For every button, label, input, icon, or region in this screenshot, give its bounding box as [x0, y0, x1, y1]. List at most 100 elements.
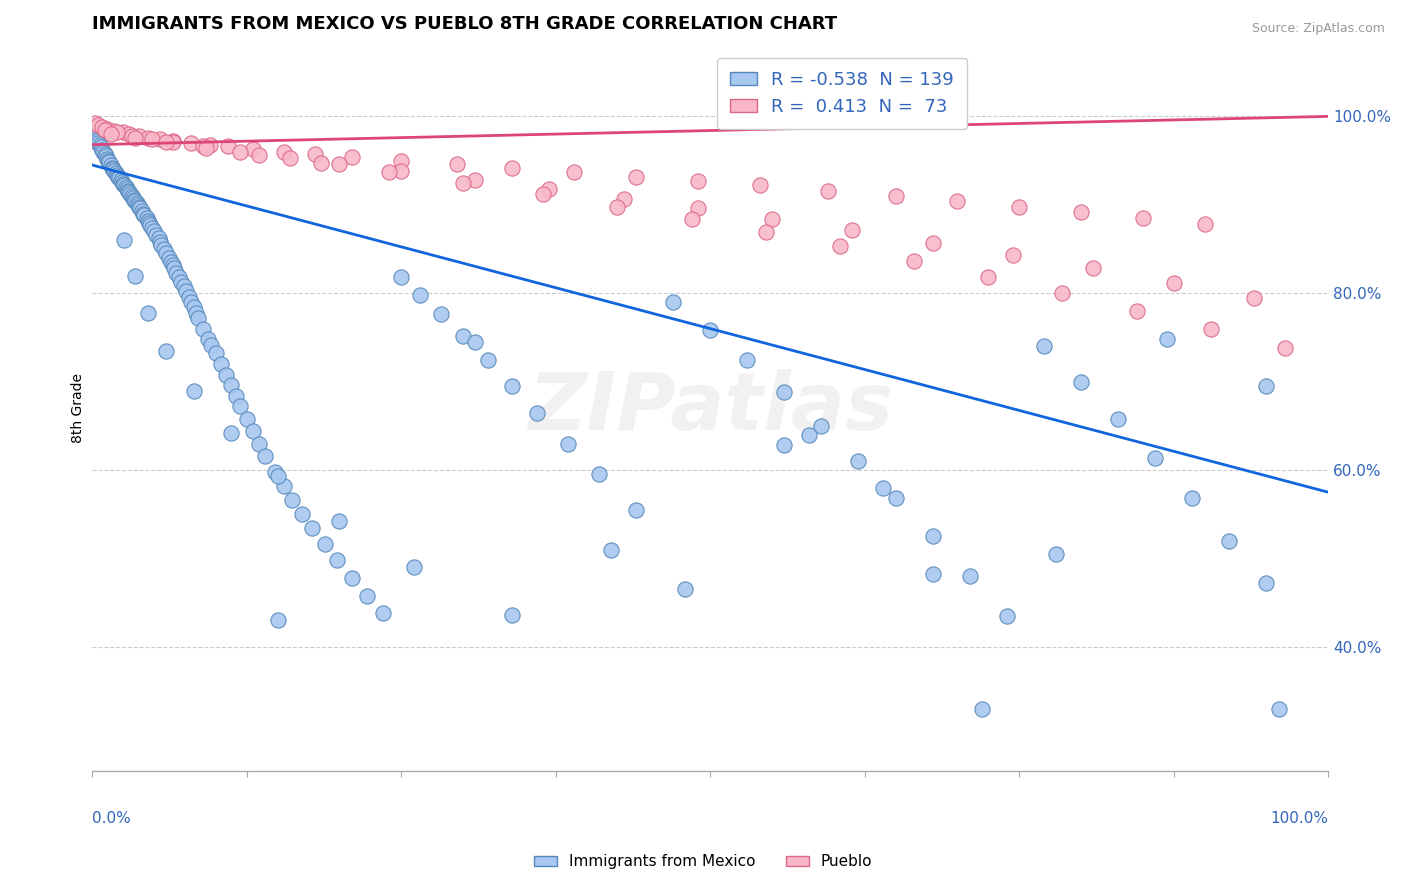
Point: [155, 135, 177, 149]
Point: [273, 479, 295, 493]
Point: [314, 537, 336, 551]
Point: [124, 268, 146, 283]
Point: [309, 156, 332, 170]
Point: [141, 131, 163, 145]
Point: [828, 239, 851, 253]
Text: Source: ZipAtlas.com: Source: ZipAtlas.com: [1251, 22, 1385, 36]
Point: [1243, 291, 1265, 305]
Point: [1125, 304, 1147, 318]
Point: [97, 153, 120, 168]
Point: [1256, 379, 1278, 393]
Point: [389, 270, 412, 285]
Point: [1132, 211, 1154, 225]
Point: [304, 147, 326, 161]
Point: [1001, 248, 1024, 262]
Point: [150, 238, 173, 252]
Point: [328, 157, 350, 171]
Point: [959, 569, 981, 583]
Point: [278, 151, 301, 165]
Point: [451, 176, 474, 190]
Point: [562, 165, 585, 179]
Point: [132, 209, 155, 223]
Point: [884, 491, 907, 506]
Point: [328, 514, 350, 528]
Point: [100, 158, 122, 172]
Point: [810, 418, 832, 433]
Point: [100, 127, 122, 141]
Point: [686, 174, 709, 188]
Point: [613, 192, 636, 206]
Point: [136, 213, 159, 227]
Point: [194, 141, 217, 155]
Point: [93, 122, 115, 136]
Point: [118, 127, 141, 141]
Point: [1070, 205, 1092, 219]
Point: [112, 125, 135, 139]
Point: [174, 285, 197, 299]
Point: [193, 139, 215, 153]
Point: [90, 140, 112, 154]
Point: [247, 148, 270, 162]
Text: 0.0%: 0.0%: [93, 811, 131, 826]
Point: [84, 131, 107, 145]
Point: [118, 186, 141, 200]
Point: [135, 211, 157, 225]
Point: [198, 137, 221, 152]
Point: [139, 218, 162, 232]
Point: [209, 357, 232, 371]
Point: [266, 614, 288, 628]
Point: [229, 145, 252, 159]
Point: [136, 130, 159, 145]
Point: [177, 290, 200, 304]
Point: [200, 337, 222, 351]
Point: [125, 196, 148, 211]
Point: [356, 589, 378, 603]
Point: [94, 149, 117, 163]
Point: [138, 215, 160, 229]
Point: [340, 571, 363, 585]
Point: [1156, 332, 1178, 346]
Point: [148, 231, 170, 245]
Point: [120, 187, 142, 202]
Point: [538, 182, 561, 196]
Point: [557, 436, 579, 450]
Point: [884, 189, 907, 203]
Point: [242, 142, 264, 156]
Point: [378, 165, 401, 179]
Point: [121, 189, 143, 203]
Point: [273, 145, 295, 159]
Point: [526, 406, 548, 420]
Legend: R = -0.538  N = 139, R =  0.413  N =  73: R = -0.538 N = 139, R = 0.413 N = 73: [717, 58, 967, 128]
Point: [98, 155, 121, 169]
Point: [157, 251, 180, 265]
Point: [128, 200, 150, 214]
Point: [389, 153, 412, 168]
Point: [281, 493, 304, 508]
Point: [624, 169, 647, 184]
Point: [389, 164, 412, 178]
Point: [215, 368, 238, 382]
Point: [1008, 200, 1031, 214]
Point: [735, 353, 758, 368]
Point: [254, 449, 277, 463]
Point: [96, 152, 118, 166]
Point: [600, 542, 623, 557]
Point: [662, 295, 685, 310]
Point: [103, 164, 125, 178]
Point: [114, 180, 136, 194]
Point: [817, 184, 839, 198]
Point: [266, 469, 288, 483]
Point: [624, 503, 647, 517]
Point: [1194, 217, 1216, 231]
Point: [1107, 412, 1129, 426]
Point: [921, 567, 943, 582]
Point: [155, 246, 177, 260]
Point: [170, 275, 193, 289]
Point: [83, 116, 105, 130]
Point: [1070, 375, 1092, 389]
Point: [149, 235, 172, 249]
Point: [124, 194, 146, 209]
Point: [242, 424, 264, 438]
Point: [162, 135, 184, 149]
Point: [162, 134, 184, 148]
